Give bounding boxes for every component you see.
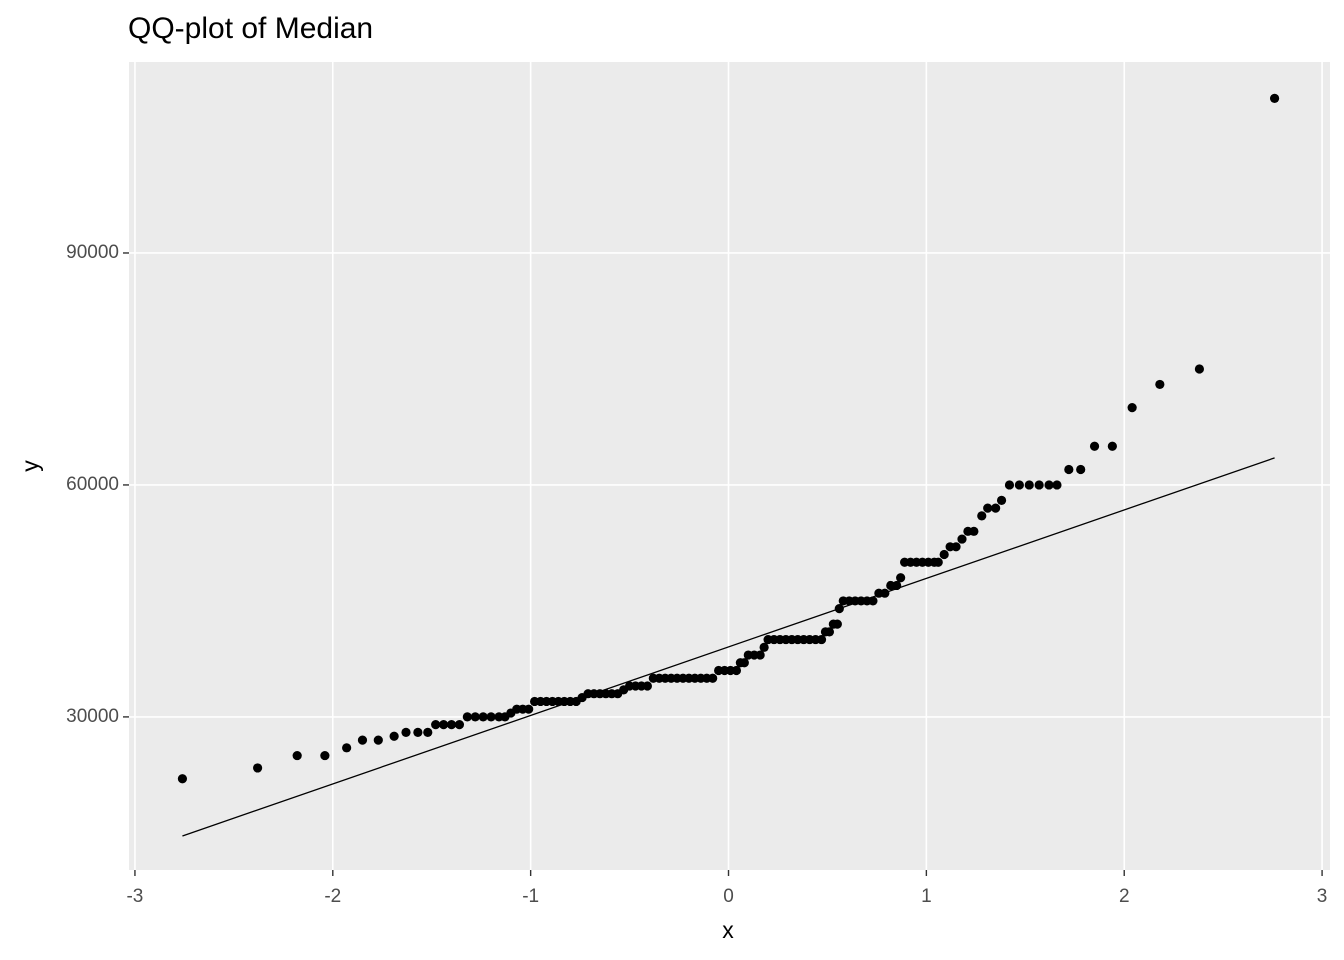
- point: [896, 573, 906, 583]
- point: [1089, 441, 1100, 451]
- point: [253, 763, 263, 773]
- point: [824, 627, 835, 637]
- point: [292, 750, 302, 761]
- y-tick-label: 30000: [66, 706, 119, 727]
- chart-title: QQ-plot of Median: [128, 12, 373, 45]
- point: [486, 712, 496, 722]
- point: [983, 503, 993, 513]
- point: [1107, 441, 1117, 451]
- point: [446, 720, 457, 730]
- x-tick-label: 2: [1119, 886, 1130, 907]
- point: [470, 712, 480, 722]
- point: [933, 557, 943, 567]
- point: [1004, 480, 1015, 490]
- point: [431, 720, 441, 730]
- point: [868, 596, 878, 606]
- point: [1155, 379, 1165, 390]
- x-tick-label: 1: [921, 886, 932, 907]
- point: [478, 712, 488, 722]
- point: [1034, 480, 1044, 490]
- point: [401, 727, 411, 737]
- reference-line: [182, 457, 1275, 837]
- point: [1076, 464, 1086, 475]
- point: [462, 712, 472, 722]
- point: [951, 542, 961, 552]
- grid: [129, 62, 1330, 870]
- point: [832, 619, 842, 629]
- point: [1064, 464, 1074, 475]
- point: [1052, 480, 1062, 490]
- point: [880, 588, 890, 598]
- point: [939, 549, 949, 560]
- point: [438, 720, 449, 730]
- point: [739, 658, 749, 668]
- point: [423, 727, 433, 737]
- point: [1127, 403, 1137, 413]
- x-tick-label: -3: [126, 886, 143, 907]
- x-axis-label: x: [722, 917, 734, 943]
- point: [373, 735, 383, 745]
- point: [342, 743, 352, 753]
- point: [1024, 480, 1034, 490]
- y-tick-label: 60000: [66, 474, 119, 495]
- point: [834, 604, 844, 614]
- point: [1044, 480, 1054, 490]
- y-tick-label: 90000: [66, 242, 119, 263]
- point: [731, 665, 742, 676]
- point: [1194, 364, 1205, 374]
- point: [642, 681, 652, 691]
- point: [892, 580, 902, 591]
- x-tick-label: 0: [723, 886, 734, 907]
- point: [816, 634, 827, 645]
- point: [991, 503, 1001, 513]
- marks: [177, 93, 1280, 837]
- x-tick-label: -2: [324, 886, 341, 907]
- point: [320, 750, 330, 761]
- plot-panel: [129, 62, 1330, 870]
- point: [957, 534, 967, 544]
- x-tick-label: 3: [1317, 886, 1328, 907]
- point: [996, 495, 1007, 506]
- point: [1014, 480, 1024, 490]
- point: [413, 727, 423, 737]
- x-tick-label: -1: [522, 886, 539, 907]
- point: [755, 650, 765, 660]
- point: [454, 720, 465, 730]
- point: [524, 704, 534, 714]
- point: [389, 731, 399, 741]
- point: [759, 642, 769, 652]
- point: [969, 526, 979, 536]
- point: [177, 774, 188, 784]
- point: [708, 673, 718, 683]
- point: [357, 735, 368, 745]
- y-axis-label: y: [17, 460, 43, 472]
- point: [977, 511, 987, 521]
- point: [1269, 93, 1280, 103]
